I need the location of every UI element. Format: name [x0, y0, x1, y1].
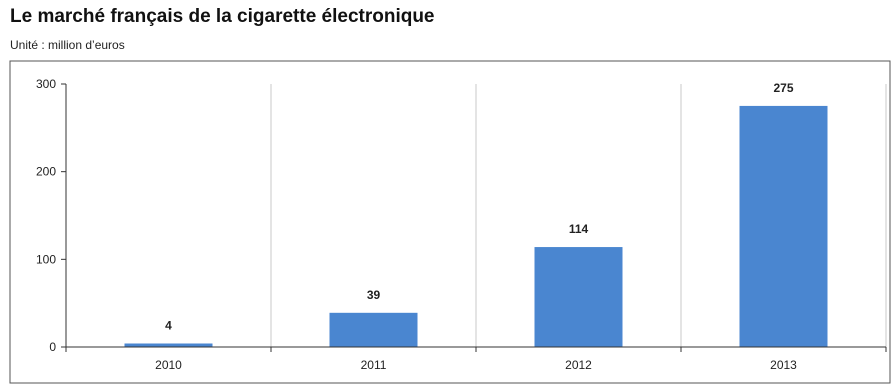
bar-series: [124, 105, 828, 348]
data-label: 4: [165, 318, 172, 332]
bar: [124, 343, 213, 347]
x-tick-label: 2011: [361, 358, 387, 372]
x-tick-label: 2013: [770, 358, 797, 372]
y-tick-label: 100: [36, 252, 56, 266]
axes: [61, 83, 887, 352]
y-tick-label: 300: [36, 77, 56, 91]
x-tick-label: 2010: [155, 358, 182, 372]
y-tick-label: 0: [49, 340, 56, 354]
data-label: 114: [569, 222, 589, 236]
data-label: 275: [773, 81, 793, 95]
chart-unit-subtitle: Unité : million d’euros: [10, 38, 125, 52]
chart-title: Le marché français de la cigarette élect…: [10, 6, 435, 27]
labels: 0 100 200 300 2010 4 2011 39 2012 114 2013 275: [36, 77, 797, 372]
gridlines: [270, 84, 887, 347]
data-label: 39: [367, 288, 381, 302]
bar: [534, 247, 623, 347]
bar: [739, 105, 828, 348]
x-tick-label: 2012: [565, 358, 592, 372]
y-tick-label: 200: [36, 165, 56, 179]
bar: [329, 312, 418, 347]
